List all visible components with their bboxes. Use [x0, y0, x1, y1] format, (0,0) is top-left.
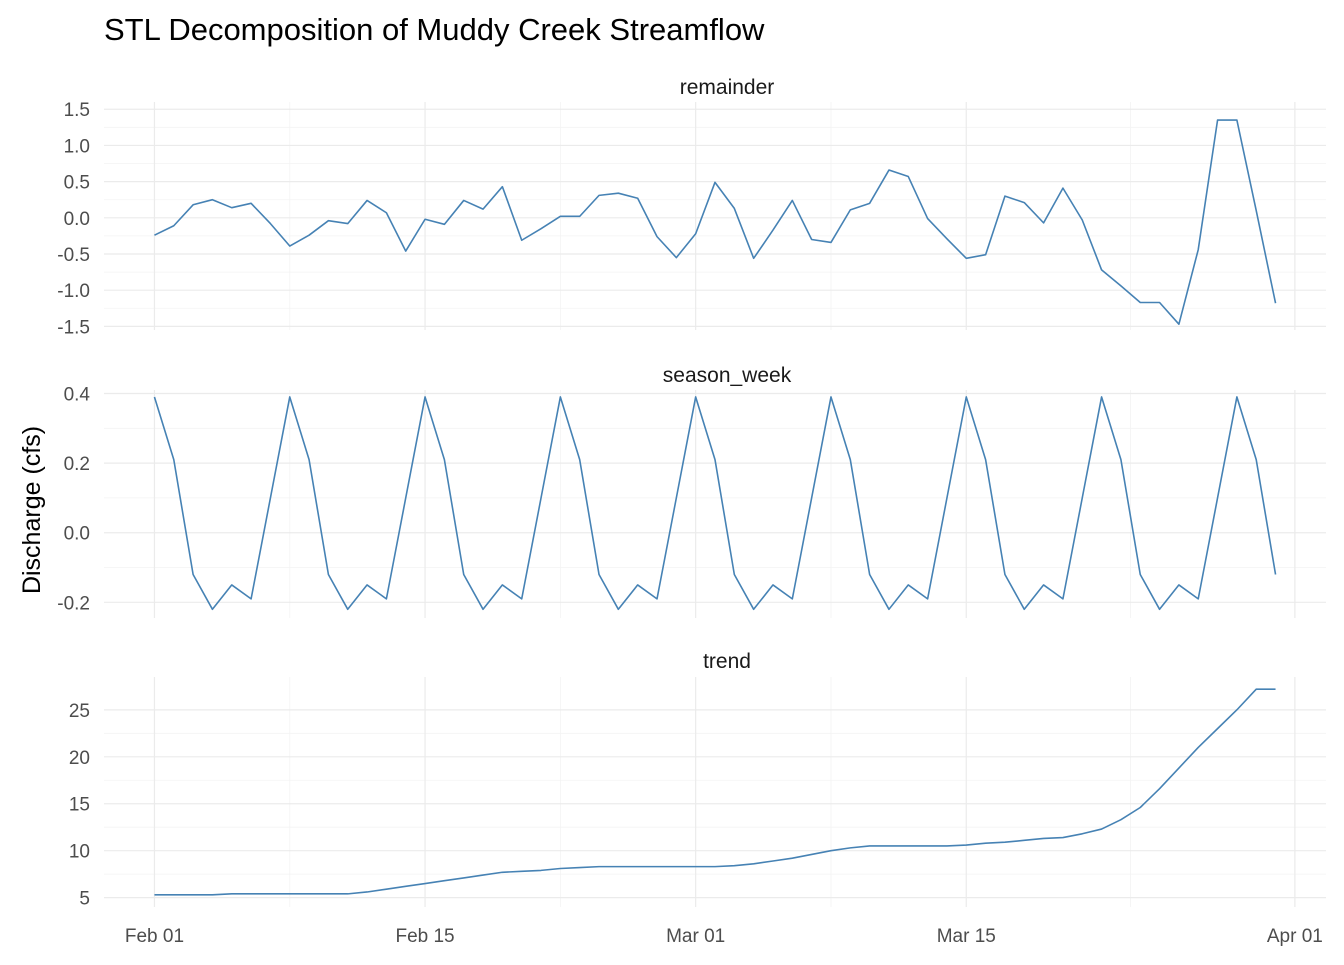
- y-tick-label: 25: [69, 701, 90, 722]
- facet-strip-label: trend: [703, 650, 751, 673]
- x-tick-label: Feb 01: [125, 926, 184, 947]
- x-tick-label: Feb 15: [395, 926, 454, 947]
- y-tick-label: -0.2: [57, 593, 90, 614]
- facet-strip-label: season_week: [663, 364, 792, 387]
- x-tick-label: Apr 01: [1267, 926, 1323, 947]
- chart-title: STL Decomposition of Muddy Creek Streamf…: [104, 12, 765, 47]
- y-tick-label: 10: [69, 842, 90, 863]
- y-tick-label: 20: [69, 748, 90, 769]
- y-tick-label: 1.5: [64, 100, 90, 121]
- y-tick-label: 0.0: [64, 209, 90, 230]
- facet-panels: remainder -1.5 -1.0 -0.5 0.0 0.5 1.0 1.5 season_…: [57, 76, 1326, 947]
- y-tick-label: 5: [79, 889, 90, 910]
- panel-trend: trend 5 10 15 20 25: [69, 650, 1326, 910]
- y-tick-label: 0.4: [64, 384, 91, 405]
- y-tick-label: -0.5: [57, 245, 90, 266]
- y-tick-label: -1.0: [57, 281, 90, 302]
- y-tick-label: 0.2: [64, 454, 90, 475]
- x-tick-label: Mar 15: [937, 926, 996, 947]
- facet-strip-label: remainder: [680, 76, 775, 99]
- x-tick-label: Mar 01: [666, 926, 725, 947]
- y-tick-label: 15: [69, 795, 90, 816]
- series-line-remainder: [154, 119, 1277, 326]
- y-tick-label: 0.0: [64, 524, 90, 545]
- series-line-trend: [154, 688, 1276, 896]
- y-tick-label: -1.5: [57, 317, 90, 338]
- x-axis: Feb 01 Feb 15 Mar 01 Mar 15 Apr 01: [125, 926, 1323, 947]
- y-tick-label: 1.0: [64, 136, 90, 157]
- panel-remainder: remainder -1.5 -1.0 -0.5 0.0 0.5 1.0 1.5: [57, 76, 1326, 338]
- series-line-season_week: [153, 396, 1277, 611]
- y-tick-label: 0.5: [64, 173, 90, 194]
- panel-season_week: season_week -0.2 0.0 0.2 0.4: [57, 364, 1326, 618]
- y-axis-label: Discharge (cfs): [18, 426, 46, 594]
